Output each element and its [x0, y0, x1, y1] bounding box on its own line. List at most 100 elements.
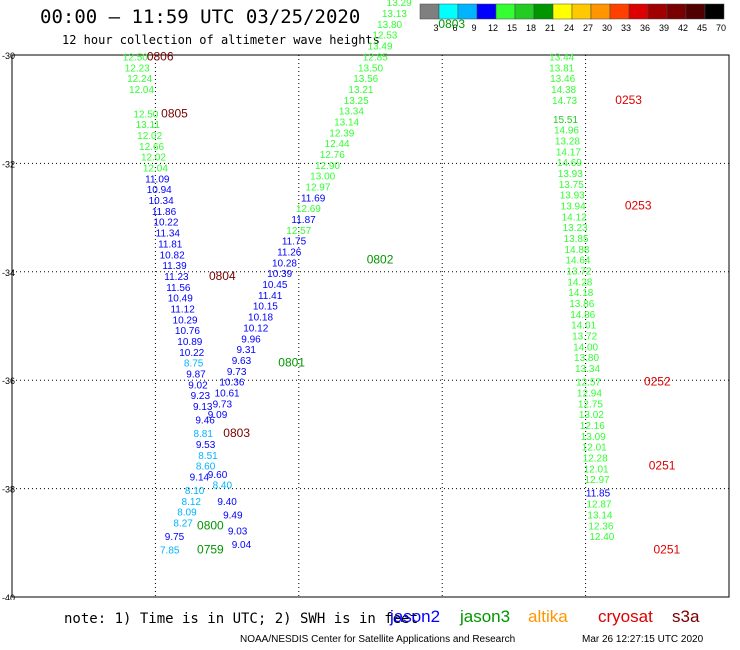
legend-jason3: jason3 [460, 607, 511, 626]
scale-label: 45 [697, 23, 707, 33]
scale-label: 15 [507, 23, 517, 33]
wave-height-label: 13.23 [563, 223, 588, 234]
pass-time-label: 0252 [644, 375, 671, 389]
wave-height-label: 14.17 [556, 147, 581, 158]
scale-label: 70 [716, 23, 726, 33]
wave-height-label: 14.86 [570, 310, 595, 321]
wave-height-label: 9.87 [186, 369, 206, 380]
wave-height-label: 9.13 [193, 402, 213, 413]
wave-height-label: 12.02 [137, 131, 162, 142]
wave-height-label: 12.39 [329, 128, 354, 139]
wave-height-label: 10.36 [219, 378, 244, 389]
wave-height-label: 13.50 [358, 63, 383, 74]
wave-height-label: 13.28 [555, 136, 580, 147]
wave-height-label: 13.44 [549, 52, 574, 63]
scale-label: 12 [488, 23, 498, 33]
wave-height-label: 12.75 [578, 399, 603, 410]
wave-height-label: 14.01 [571, 321, 596, 332]
footer-note: note: 1) Time is in UTC; 2) SWH is in fe… [64, 611, 419, 627]
wave-height-label: 13.34 [575, 364, 600, 375]
wave-height-label: 12.01 [584, 464, 609, 475]
wave-height-label: 9.04 [232, 540, 252, 551]
wave-height-label: 10.29 [173, 315, 198, 326]
scale-swatch [704, 3, 725, 20]
wave-height-label: 9.14 [190, 472, 210, 483]
wave-height-label: 9.49 [223, 510, 243, 521]
wave-height-label: 8.40 [213, 481, 233, 492]
wave-height-label: 13.46 [550, 74, 575, 85]
wave-height-label: 11.12 [170, 304, 195, 315]
page-title: 00:00 – 11:59 UTC 03/25/2020 [40, 6, 361, 28]
wave-height-label: 14.88 [564, 245, 589, 256]
wave-height-label: 9.40 [217, 497, 237, 508]
wave-height-label: 13.56 [353, 74, 378, 85]
wave-height-label: 13.75 [559, 180, 584, 191]
wave-height-label: 12.97 [305, 183, 330, 194]
scale-label: 39 [659, 23, 669, 33]
pass-time-label: 0801 [278, 356, 305, 370]
wave-height-label: 9.02 [188, 380, 208, 391]
wave-height-label: 13.29 [387, 0, 412, 9]
wave-height-label: 13.09 [581, 432, 606, 443]
wave-height-label: 13.85 [564, 234, 589, 245]
wave-height-label: 9.53 [196, 440, 216, 451]
wave-height-label: 9.03 [228, 527, 248, 538]
wave-height-label: 13.94 [561, 201, 586, 212]
wave-height-label: 14.64 [565, 256, 590, 267]
wave-height-label: 14.73 [552, 96, 577, 107]
wave-height-label: 12.02 [141, 153, 166, 164]
wave-height-label: 10.82 [160, 250, 185, 261]
wave-height-label: 12.57 [286, 226, 311, 237]
wave-height-label: 12.69 [296, 204, 321, 215]
scale-label: 9 [471, 23, 476, 33]
wave-height-label: 10.45 [262, 280, 287, 291]
wave-height-label: 14.28 [567, 277, 592, 288]
wave-height-label: 10.49 [168, 294, 193, 305]
wave-height-label: 11.09 [145, 174, 170, 185]
wave-height-label: 12.44 [325, 139, 350, 150]
wave-height-label: 13.93 [558, 169, 583, 180]
wave-height-label: 9.09 [208, 410, 228, 421]
wave-height-label: 14.69 [557, 158, 582, 169]
wave-height-label: 9.63 [232, 356, 252, 367]
pass-time-label: 0804 [209, 269, 236, 283]
wave-height-label: 10.94 [147, 185, 172, 196]
wave-height-label: 12.53 [372, 31, 397, 42]
wave-height-label: 14.18 [568, 288, 593, 299]
wave-height-label: 11.34 [156, 229, 181, 240]
wave-height-label: 9.23 [191, 391, 211, 402]
scale-label: 27 [583, 23, 593, 33]
pass-time-label: 0803 [438, 17, 465, 31]
wave-height-label: 12.85 [363, 52, 388, 63]
wave-height-label: 12.97 [585, 475, 610, 486]
wave-height-label: 10.15 [253, 302, 278, 313]
render-timestamp: Mar 26 12:27:15 UTC 2020 [582, 634, 704, 645]
scale-label: 18 [526, 23, 536, 33]
wave-height-label: 11.75 [282, 237, 307, 248]
scale-label: 6 [452, 23, 457, 33]
wave-height-label: 12.36 [588, 521, 613, 532]
legend-altika: altika [528, 607, 568, 626]
wave-height-label: 9.73 [227, 367, 247, 378]
wave-height-label: 9.73 [213, 399, 233, 410]
wave-height-label: 10.18 [248, 313, 273, 324]
wave-height-label: 13.93 [560, 191, 585, 202]
wave-height-label: 12.94 [577, 388, 602, 399]
wave-height-label: 7.85 [160, 546, 180, 557]
pass-time-label: 0802 [367, 253, 394, 267]
wave-height-label: 12.40 [589, 532, 614, 543]
wave-height-label: 11.23 [164, 272, 189, 283]
wave-height-label: 8.27 [173, 519, 193, 530]
wave-height-label: 10.22 [153, 218, 178, 229]
wave-height-label: 10.76 [175, 326, 200, 337]
wave-height-label: 10.34 [149, 196, 174, 207]
wave-height-label: 11.41 [258, 291, 283, 302]
y-tick-label: -32 [2, 159, 15, 169]
wave-height-label: 12.24 [127, 74, 152, 85]
wave-height-label: 15.51 [553, 115, 578, 126]
wave-height-label: 12.50 [123, 52, 148, 63]
wave-height-label: 9.75 [165, 532, 185, 543]
wave-height-label: 13.72 [566, 267, 591, 278]
pass-time-label: 0251 [654, 543, 681, 557]
